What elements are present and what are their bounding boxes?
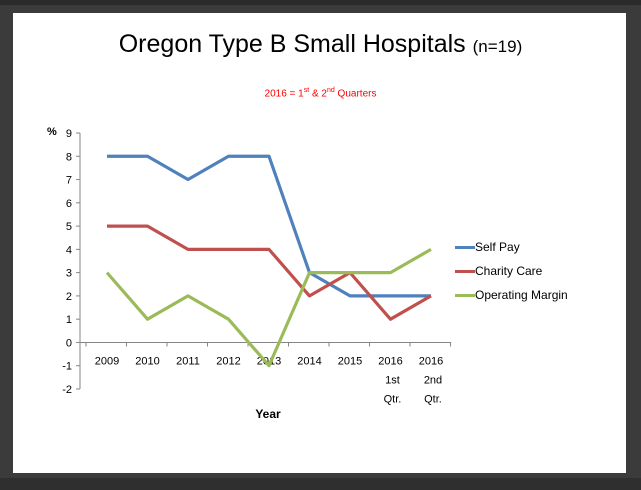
y-tick-label: 8 — [66, 151, 72, 163]
y-tick-label: -2 — [62, 384, 72, 396]
legend-label: Charity Care — [475, 264, 543, 278]
y-tick-label: 1 — [66, 314, 72, 326]
series-line-operating-margin — [105, 247, 432, 368]
x-tick-label: 1st — [385, 374, 400, 386]
series-line-charity-care — [107, 224, 432, 321]
subtitle-part: & 2 — [309, 88, 327, 100]
chart-title: Oregon Type B Small Hospitals (n=19) — [0, 30, 641, 59]
x-tick-label: 2012 — [216, 355, 240, 367]
legend-label: Operating Margin — [475, 288, 568, 302]
legend-swatch — [455, 294, 475, 297]
y-tick-label: 6 — [66, 198, 72, 210]
x-tick-label: 2009 — [95, 355, 119, 367]
subtitle-part: Quarters — [334, 88, 377, 100]
legend-swatch — [455, 246, 475, 249]
window-frame-top — [0, 0, 641, 5]
y-tick-label: 2 — [66, 291, 72, 303]
subtitle-part: 2016 = 1 — [264, 88, 304, 100]
window-frame-bottom — [0, 478, 641, 490]
x-tick-label: 2nd — [424, 374, 442, 386]
x-tick-label: 2010 — [135, 355, 159, 367]
legend-label: Self Pay — [475, 240, 520, 254]
y-tick-label: 0 — [66, 337, 72, 349]
x-tick-label: Qtr. — [384, 393, 402, 405]
chart-title-main: Oregon Type B Small Hospitals — [118, 30, 466, 58]
subtitle-sup: nd — [326, 87, 335, 94]
legend-swatch — [455, 270, 475, 273]
x-tick-label: Qtr. — [424, 393, 442, 405]
y-tick-label: 3 — [66, 268, 72, 280]
subtitle-sup: st — [303, 87, 310, 94]
x-tick-label: 2015 — [338, 355, 362, 367]
y-tick-label: 9 — [66, 128, 72, 140]
slide — [13, 13, 626, 473]
x-tick-label: 2016 — [419, 355, 443, 367]
chart-title-n: (n=19) — [472, 37, 523, 56]
x-tick-label: 2016 — [378, 355, 402, 367]
x-axis-title: Year — [255, 407, 281, 421]
y-tick-label: 4 — [66, 244, 72, 256]
y-tick-label: -1 — [62, 361, 72, 373]
y-tick-label: 5 — [66, 221, 72, 233]
series-line-self-pay — [107, 154, 431, 298]
chart-subtitle: 2016 = 1st & 2nd Quarters — [0, 87, 641, 99]
y-tick-label: 7 — [66, 175, 72, 187]
x-tick-label: 2011 — [176, 355, 200, 367]
x-tick-label: 2014 — [297, 355, 321, 367]
y-axis-unit: % — [47, 126, 57, 138]
